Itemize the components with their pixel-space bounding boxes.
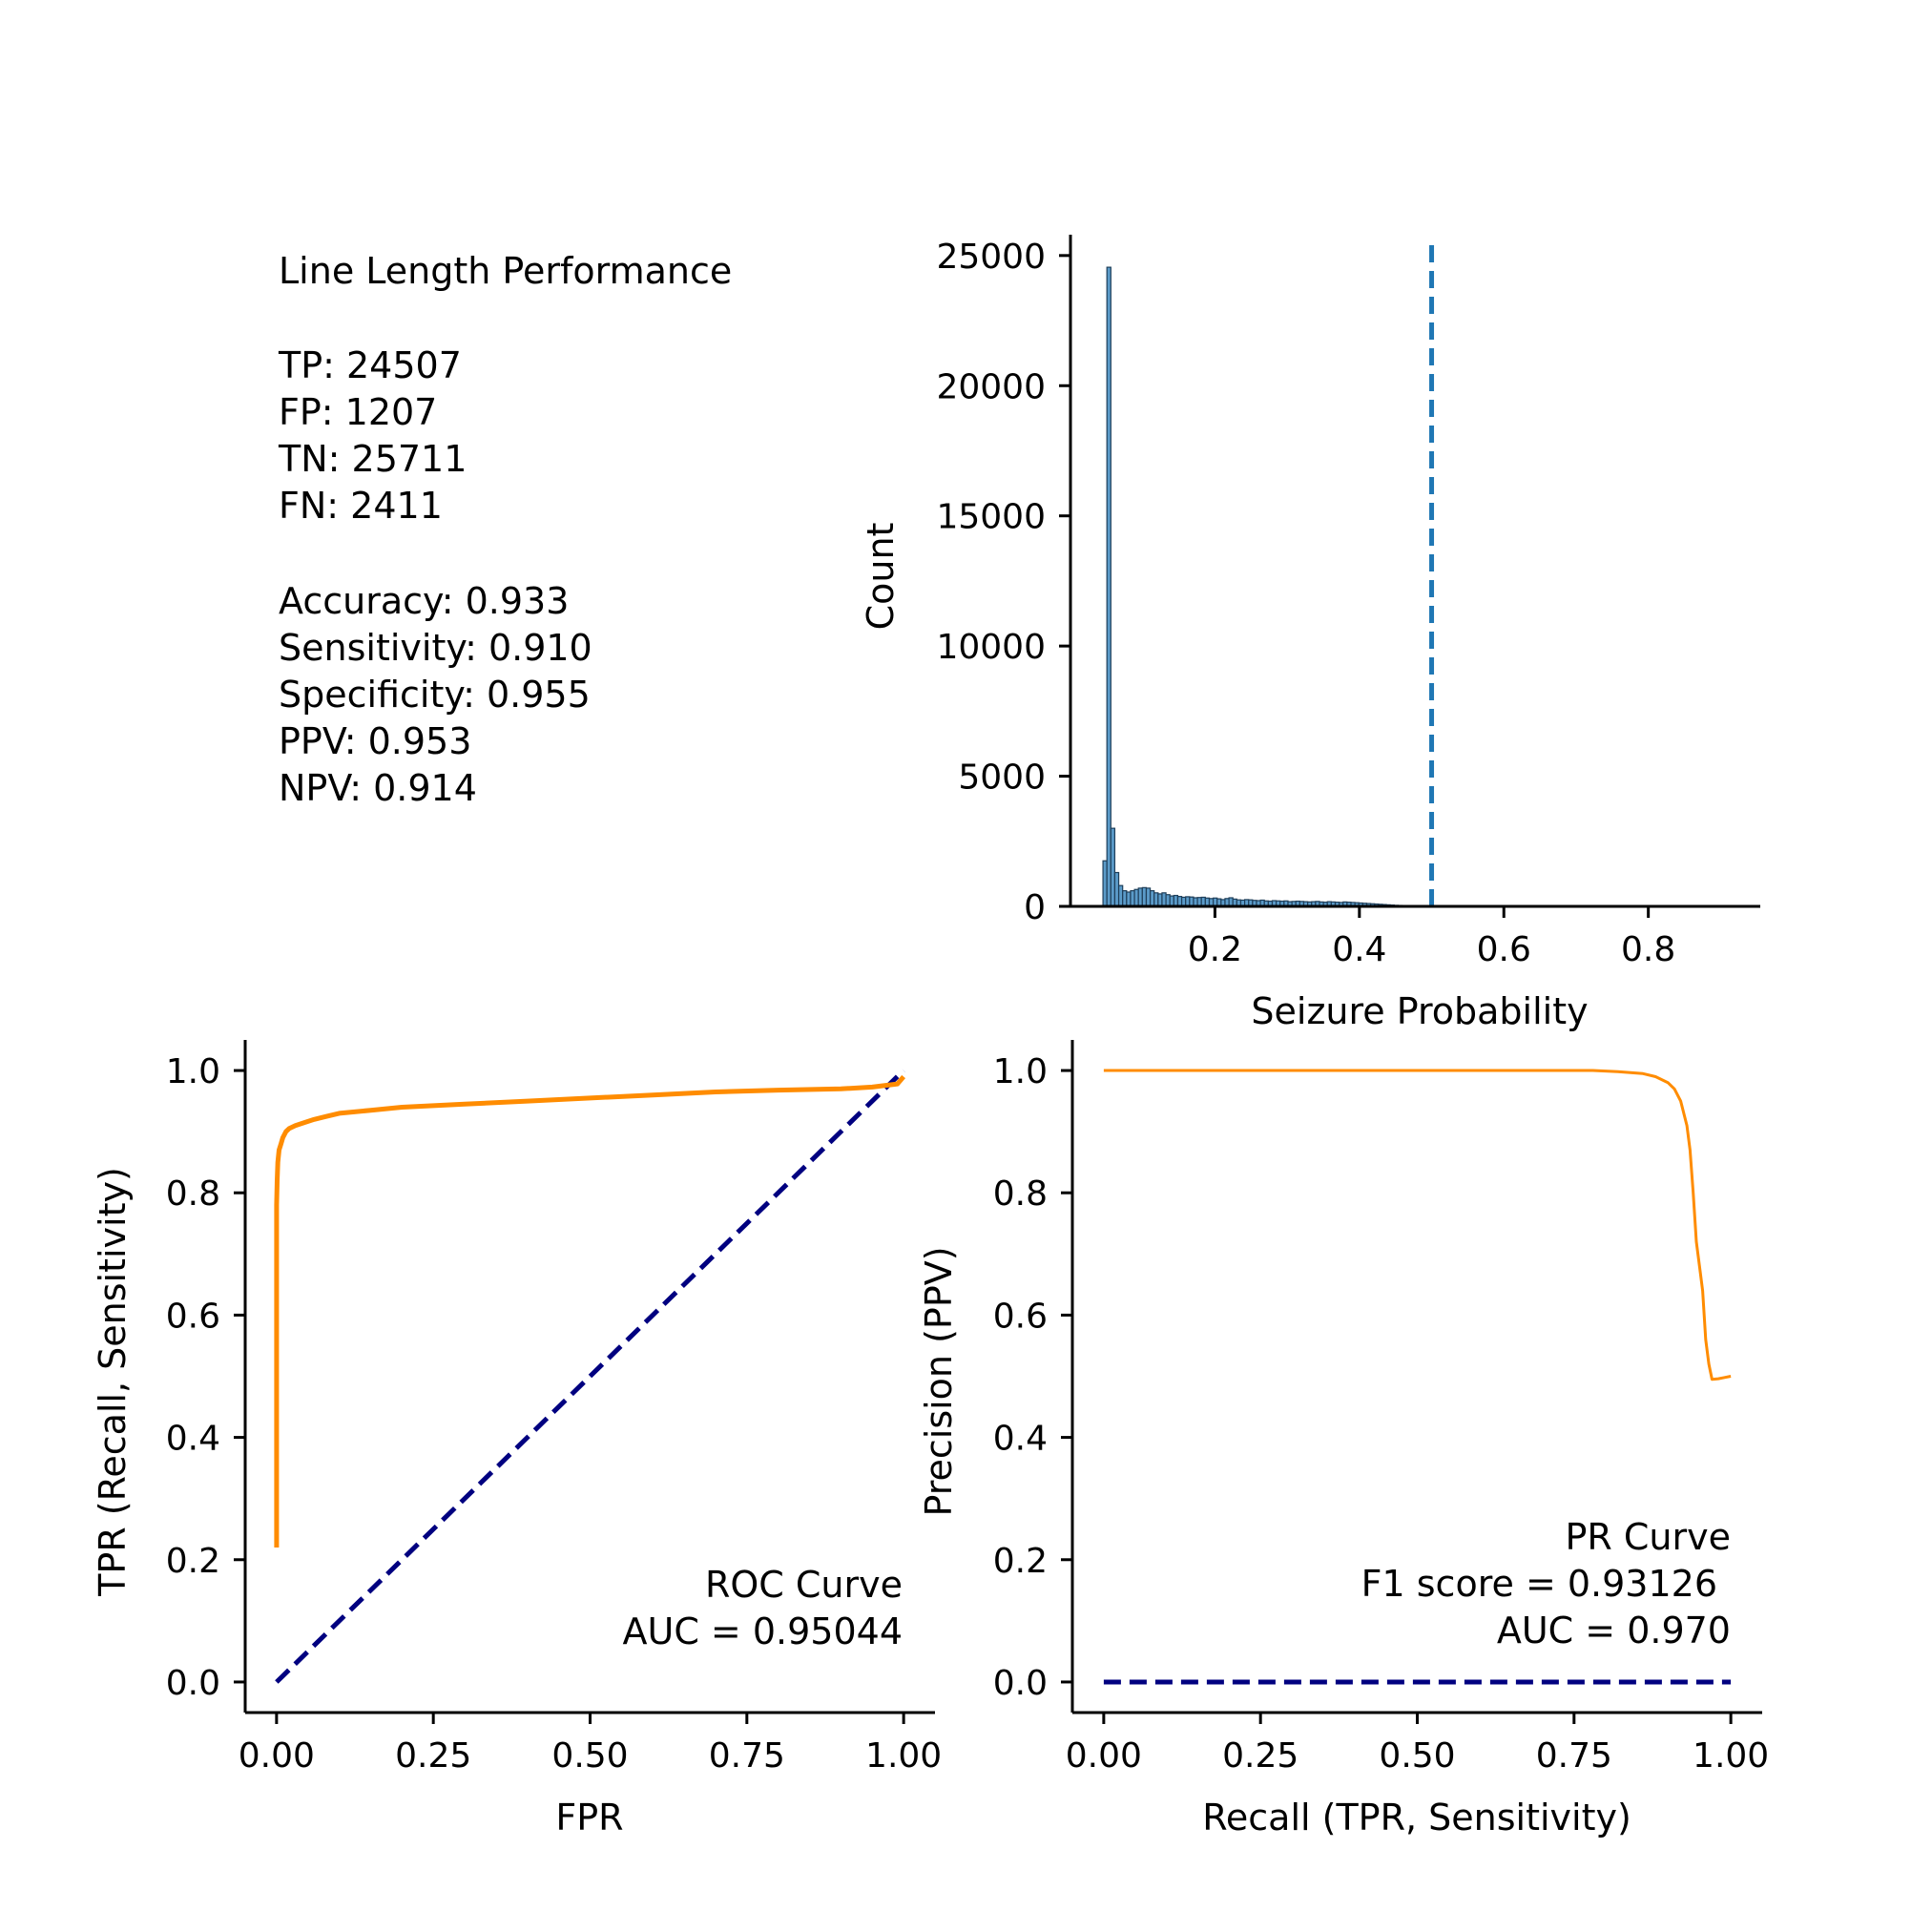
roc-chart: 0.00 0.25 0.50 0.75 1.00 0.00.20.40.60.81.0 … <box>92 1040 942 1839</box>
x-ticks: 0.00 0.25 0.50 0.75 1.00 <box>239 1713 942 1776</box>
y-tick-label: 0.8 <box>166 1174 220 1214</box>
roc-annotation-auc: AUC = 0.95044 <box>623 1610 903 1652</box>
histogram-bar <box>1117 884 1124 907</box>
stat-sensitivity: Sensitivity: 0.910 <box>279 627 592 669</box>
roc-annotation-title: ROC Curve <box>705 1564 903 1606</box>
pr-chart: 0.00 0.25 0.50 0.75 1.00 0.00.20.40.60.81.0 … <box>918 1040 1769 1839</box>
histogram-bar <box>1141 886 1148 907</box>
stat-tp: TP: 24507 <box>278 344 462 386</box>
pr-annotation-f1: F1 score = 0.93126 <box>1361 1563 1717 1605</box>
x-tick-label: 0.50 <box>1379 1736 1455 1776</box>
x-tick-label: 0.4 <box>1332 930 1386 969</box>
y-tick-label: 0.2 <box>993 1542 1048 1581</box>
histogram-bar <box>1113 871 1120 907</box>
stat-accuracy: Accuracy: 0.933 <box>279 580 569 622</box>
histogram-bar <box>1161 892 1167 907</box>
pr-annotation-title: PR Curve <box>1565 1516 1731 1558</box>
stat-fp: FP: 1207 <box>279 391 437 433</box>
x-tick-label: 0.75 <box>709 1736 785 1776</box>
y-tick-label: 0.0 <box>993 1664 1048 1703</box>
y-ticks: 0.0 0.2 0.4 0.6 0.8 1.0 <box>166 1052 245 1703</box>
stat-tn: TN: 25711 <box>278 438 467 480</box>
x-axis-label: Seizure Probability <box>1251 990 1588 1032</box>
histogram-bar <box>1153 892 1159 907</box>
stats-title: Line Length Performance <box>279 250 732 292</box>
histogram-chart: 0.2 0.4 0.6 0.8 0 5000 10000 15000 20000 25000 S… <box>860 235 1760 1032</box>
x-tick-label: 0.50 <box>551 1736 628 1776</box>
histogram-bar <box>1185 896 1191 907</box>
x-tick-label: 1.00 <box>865 1736 942 1776</box>
y-tick-label: 1.0 <box>993 1052 1048 1091</box>
x-ticks: 0.00 0.25 0.50 0.75 1.00 <box>1066 1713 1769 1776</box>
histogram-bar <box>1130 890 1135 907</box>
y-tick-label: 1.0 <box>166 1052 220 1091</box>
histogram-bar <box>1110 827 1116 907</box>
x-tick-label: 0.2 <box>1188 930 1242 969</box>
x-tick-label: 0.00 <box>239 1736 315 1776</box>
y-tick-label: 0 <box>1024 888 1046 927</box>
x-tick-label: 0.8 <box>1621 930 1675 969</box>
stats-panel: Line Length Performance TP: 24507 FP: 12… <box>278 250 732 809</box>
histogram-bar <box>1176 896 1183 907</box>
y-tick-label: 0.6 <box>166 1297 220 1336</box>
chance-line <box>275 1069 905 1684</box>
y-tick-label: 10000 <box>936 628 1046 667</box>
histogram-bar <box>1173 894 1179 907</box>
x-tick-label: 0.25 <box>395 1736 471 1776</box>
stat-fn: FN: 2411 <box>279 485 443 527</box>
histogram-bar <box>1133 888 1139 907</box>
x-tick-label: 0.00 <box>1066 1736 1142 1776</box>
y-tick-label: 0.4 <box>166 1420 220 1459</box>
x-axis-label: FPR <box>555 1797 623 1839</box>
y-tick-label: 5000 <box>958 758 1046 798</box>
histogram-bar <box>1165 894 1171 907</box>
x-axis-label: Recall (TPR, Sensitivity) <box>1202 1797 1631 1839</box>
y-tick-label: 20000 <box>936 367 1046 406</box>
y-ticks: 0 5000 10000 15000 20000 25000 <box>936 238 1070 927</box>
histogram-bar <box>1157 893 1163 907</box>
x-tick-label: 0.75 <box>1536 1736 1612 1776</box>
histogram-bar <box>1126 891 1132 907</box>
x-ticks: 0.2 0.4 0.6 0.8 <box>1188 906 1675 969</box>
x-tick-label: 0.6 <box>1477 930 1531 969</box>
y-tick-label: 0.4 <box>993 1420 1048 1459</box>
x-tick-label: 1.00 <box>1693 1736 1769 1776</box>
y-tick-label: 0.2 <box>166 1542 220 1581</box>
y-axis-label: TPR (Recall, Sensitivity) <box>92 1167 134 1597</box>
pr-curve-line <box>1103 1069 1732 1381</box>
histogram-bar <box>1145 887 1152 907</box>
stat-npv: NPV: 0.914 <box>279 767 477 809</box>
stat-specificity: Specificity: 0.955 <box>279 674 591 716</box>
y-tick-label: 0.6 <box>993 1297 1048 1336</box>
y-tick-label: 0.8 <box>993 1174 1048 1214</box>
histogram-bar <box>1169 895 1174 907</box>
histogram-bar <box>1137 887 1143 907</box>
x-tick-label: 0.25 <box>1222 1736 1298 1776</box>
y-tick-label: 0.0 <box>166 1664 220 1703</box>
y-axis-label: Precision (PPV) <box>918 1246 960 1516</box>
y-ticks: 0.0 0.2 0.4 0.6 0.8 1.0 <box>993 1052 1072 1703</box>
histogram-bar <box>1122 890 1128 907</box>
y-axis-label: Count <box>860 523 902 631</box>
histogram-bar <box>1102 860 1108 907</box>
histogram-bar <box>1106 266 1111 907</box>
histogram-bar <box>1149 890 1155 907</box>
pr-annotation-auc: AUC = 0.970 <box>1497 1610 1731 1652</box>
y-tick-label: 15000 <box>936 498 1046 537</box>
y-tick-label: 25000 <box>936 238 1046 277</box>
histogram-bars <box>1102 266 1506 907</box>
roc-curve-line <box>274 1074 905 1548</box>
stat-ppv: PPV: 0.953 <box>279 720 471 762</box>
